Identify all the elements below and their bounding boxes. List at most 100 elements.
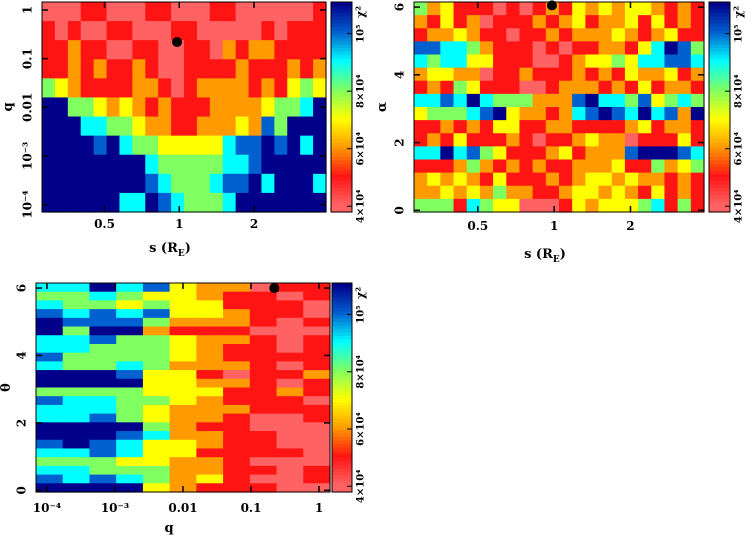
heatmap-cell [545, 185, 560, 200]
heatmap-cell [664, 28, 679, 42]
heatmap-cell [196, 173, 211, 194]
colorbar-swatch [332, 439, 352, 444]
heatmap-cell [519, 185, 534, 200]
x-tick-label: 0.5 [467, 219, 488, 233]
colorbar-swatch [709, 135, 730, 140]
heatmap-cell [651, 15, 666, 29]
y-tick-label: 4 [15, 351, 29, 359]
heatmap-cell [119, 135, 133, 156]
heatmap-cell [313, 192, 327, 213]
heatmap-cell [624, 93, 639, 108]
heatmap-cell [196, 370, 224, 380]
heatmap-cell [479, 54, 494, 69]
colorbar: 4×10⁴ 6×10⁴ 8×10⁴ 10⁵ χ² [331, 282, 367, 503]
heatmap-cell [276, 431, 304, 441]
heatmap-cell [184, 59, 198, 79]
heatmap-cell [303, 352, 331, 362]
heatmap-cell [651, 93, 666, 108]
colorbar-swatch [331, 152, 352, 157]
heatmap-cell [479, 172, 494, 187]
colorbar-swatch [331, 173, 352, 178]
heatmap-cell [677, 2, 692, 16]
heatmap-cell [171, 173, 185, 194]
heatmap-cell [196, 291, 224, 302]
heatmap-cell [493, 41, 507, 56]
heatmap-cell [222, 97, 237, 118]
heatmap-cell [62, 439, 91, 450]
heatmap-cell [132, 97, 146, 118]
heatmap-cell [287, 97, 301, 118]
heatmap-cell [274, 135, 288, 156]
colorbar-swatch [331, 184, 352, 189]
heatmap-cell [276, 352, 304, 362]
heatmap-cell [440, 2, 455, 16]
heatmap-cell [506, 80, 521, 95]
heatmap-cell [414, 41, 428, 56]
heatmap-cell [572, 198, 586, 213]
heatmap-cell [142, 413, 171, 423]
colorbar-swatch [332, 296, 352, 302]
heatmap-cell [171, 59, 185, 79]
best-fit-marker [546, 0, 557, 11]
heatmap-cell [36, 300, 64, 310]
heatmap-cell [572, 80, 586, 95]
heatmap-cell [664, 133, 679, 147]
heatmap-cell [440, 133, 455, 147]
heatmap-cell [89, 370, 117, 380]
heatmap-cell [196, 396, 224, 406]
heatmap-cell [106, 173, 121, 194]
colorbar-tick-label: 4×10⁴ [734, 189, 745, 223]
colorbar-swatch [332, 335, 352, 340]
heatmap-cell [611, 120, 626, 134]
heatmap-cell [142, 291, 171, 302]
colorbar-swatch [331, 124, 352, 129]
colorbar-swatch [332, 457, 352, 462]
heatmap-cell [169, 291, 197, 302]
heatmap-cell [664, 41, 679, 56]
colorbar-swatch [332, 366, 352, 371]
colorbar-swatch [332, 436, 352, 441]
heatmap-cell [493, 185, 507, 200]
heatmap-cell [585, 172, 600, 187]
colorbar-swatch [332, 394, 352, 399]
heatmap-cell [300, 97, 314, 118]
heatmap-cell [303, 378, 331, 389]
y-axis-label: α [375, 102, 390, 112]
heatmap-cell [106, 78, 121, 99]
heatmap-cell [158, 2, 172, 22]
heatmap-cell [248, 2, 263, 22]
heatmap-cell [249, 361, 278, 371]
colorbar-swatch [331, 89, 352, 94]
colorbar-swatch [332, 328, 352, 333]
heatmap-cell [493, 93, 507, 108]
heatmap-cell [466, 80, 481, 95]
heatmap-cell [440, 198, 455, 213]
heatmap-cell [559, 15, 573, 29]
heatmap-cell [585, 80, 600, 95]
heatmap-cell [276, 465, 304, 476]
heatmap-cell [427, 172, 441, 187]
heatmap-cell [249, 474, 278, 484]
heatmap-cell [677, 15, 692, 29]
colorbar-swatch [332, 429, 352, 434]
heatmap-cell [36, 431, 64, 441]
heatmap-cell [440, 146, 455, 161]
heatmap-cell [493, 54, 507, 69]
heatmap-cell [54, 154, 69, 175]
colorbar-swatch [332, 363, 352, 368]
heatmap-cell [93, 173, 108, 194]
colorbar-swatch [332, 307, 352, 312]
heatmap-cell [169, 431, 197, 441]
heatmap-cell [506, 41, 521, 56]
heatmap-cell [532, 185, 547, 200]
heatmap-cell [624, 41, 639, 56]
heatmap-cell [62, 326, 91, 336]
heatmap-cell [440, 107, 455, 121]
heatmap-cell [235, 78, 250, 99]
heatmap-cell [545, 159, 560, 174]
heatmap-cell [249, 439, 278, 450]
heatmap-cell [223, 474, 251, 484]
heatmap-cell [36, 370, 64, 380]
heatmap-cell [209, 135, 224, 156]
heatmap-cell [132, 135, 146, 156]
